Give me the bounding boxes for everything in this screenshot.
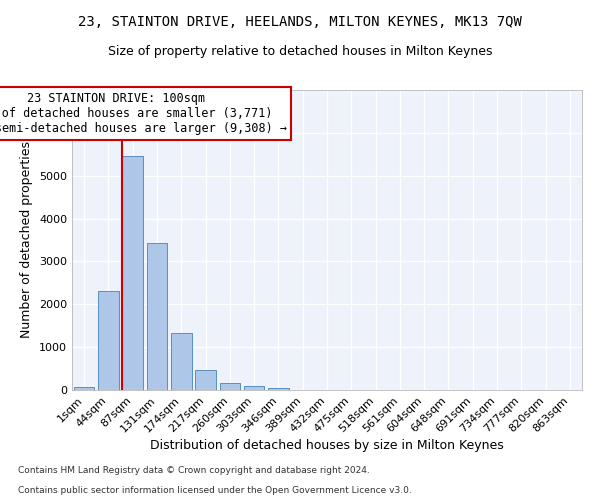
Text: 23 STAINTON DRIVE: 100sqm
← 29% of detached houses are smaller (3,771)
71% of se: 23 STAINTON DRIVE: 100sqm ← 29% of detac… [0, 92, 287, 135]
Y-axis label: Number of detached properties: Number of detached properties [20, 142, 34, 338]
Bar [98, 292, 119, 390]
Bar [195, 370, 216, 390]
Text: Contains public sector information licensed under the Open Government Licence v3: Contains public sector information licen… [18, 486, 412, 495]
Text: Contains HM Land Registry data © Crown copyright and database right 2024.: Contains HM Land Registry data © Crown c… [18, 466, 370, 475]
Text: Size of property relative to detached houses in Milton Keynes: Size of property relative to detached ho… [108, 45, 492, 58]
Bar [268, 388, 289, 390]
Bar [171, 334, 191, 390]
Bar [74, 387, 94, 390]
Bar [146, 243, 167, 390]
Bar [244, 386, 265, 390]
Bar [220, 384, 240, 390]
X-axis label: Distribution of detached houses by size in Milton Keynes: Distribution of detached houses by size … [150, 440, 504, 452]
Bar [122, 156, 143, 390]
Text: 23, STAINTON DRIVE, HEELANDS, MILTON KEYNES, MK13 7QW: 23, STAINTON DRIVE, HEELANDS, MILTON KEY… [78, 15, 522, 29]
